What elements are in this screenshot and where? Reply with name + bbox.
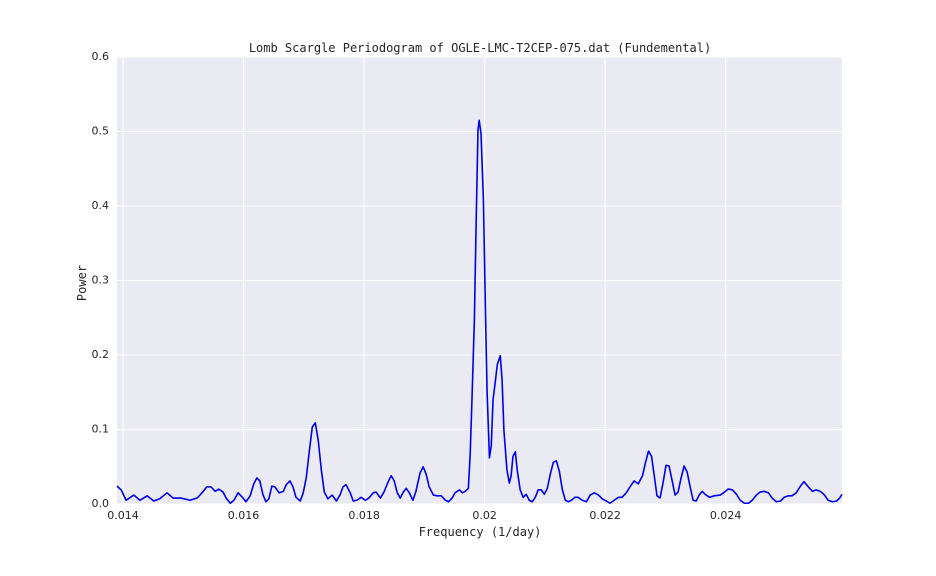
- x-tick-label: 0.014: [107, 509, 139, 522]
- x-tick-label: 0.022: [589, 509, 621, 522]
- x-tick-label: 0.024: [710, 509, 742, 522]
- y-tick-label: 0.2: [92, 348, 110, 361]
- y-tick-label: 0.4: [92, 199, 110, 212]
- x-tick-label: 0.016: [228, 509, 260, 522]
- y-axis-label: Power: [75, 265, 89, 301]
- chart-title: Lomb Scargle Periodogram of OGLE-LMC-T2C…: [249, 41, 711, 55]
- y-tick-label: 0.1: [92, 423, 110, 436]
- x-tick-label: 0.02: [472, 509, 497, 522]
- x-tick-label: 0.018: [348, 509, 380, 522]
- y-tick-label: 0.3: [92, 274, 110, 287]
- power-line: [116, 119, 843, 505]
- y-tick-label: 0.5: [92, 125, 110, 138]
- x-axis-label: Frequency (1/day): [419, 525, 542, 539]
- y-tick-label: 0.6: [92, 50, 110, 63]
- y-tick-label: 0.0: [92, 497, 110, 510]
